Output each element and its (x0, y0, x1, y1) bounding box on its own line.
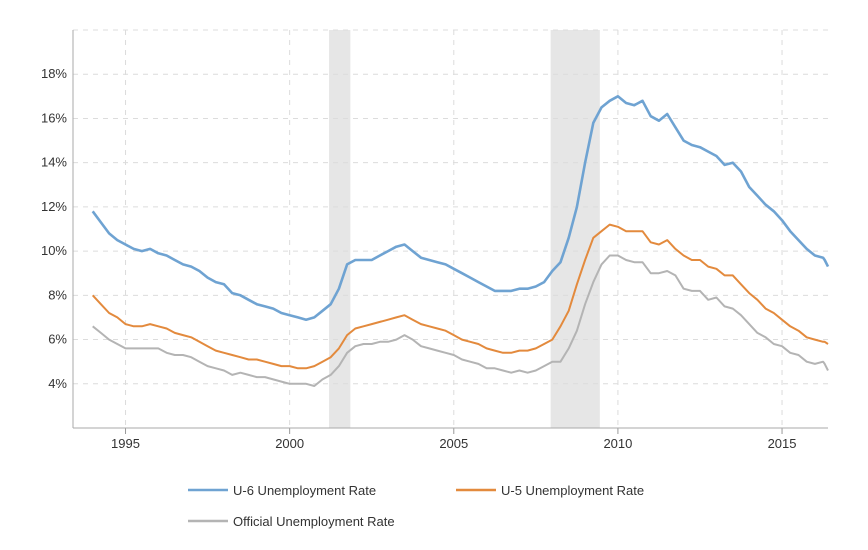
y-tick-label: 14% (41, 155, 67, 170)
x-tick-label: 2010 (603, 436, 632, 451)
y-tick-label: 16% (41, 110, 67, 125)
x-tick-label: 1995 (111, 436, 140, 451)
y-tick-label: 8% (48, 287, 67, 302)
y-tick-label: 12% (41, 199, 67, 214)
series-lines (91, 95, 830, 387)
gridlines (73, 29, 828, 428)
y-tick-label: 4% (48, 376, 67, 391)
legend-label: Official Unemployment Rate (233, 514, 395, 529)
legend-label: U-5 Unemployment Rate (501, 483, 644, 498)
series-line-official (92, 254, 829, 387)
recession-band (550, 30, 600, 428)
x-tick-label: 2015 (768, 436, 797, 451)
series-line-u6 (91, 95, 830, 321)
axes: 4% 6% 8% 10% 12% 14% 16% 18% 1995 2000 2005 2010 201… (41, 30, 828, 451)
series-line-u5 (91, 223, 829, 370)
legend: U-6 Unemployment Rate U-5 Unemployment Ra… (188, 483, 644, 529)
recession-band (329, 30, 351, 428)
y-tick-label: 18% (41, 66, 67, 81)
legend-label: U-6 Unemployment Rate (233, 483, 376, 498)
x-tick-label: 2005 (439, 436, 468, 451)
y-tick-label: 6% (48, 332, 67, 347)
recession-bands (329, 30, 600, 428)
y-tick-label: 10% (41, 243, 67, 258)
x-tick-label: 2000 (275, 436, 304, 451)
